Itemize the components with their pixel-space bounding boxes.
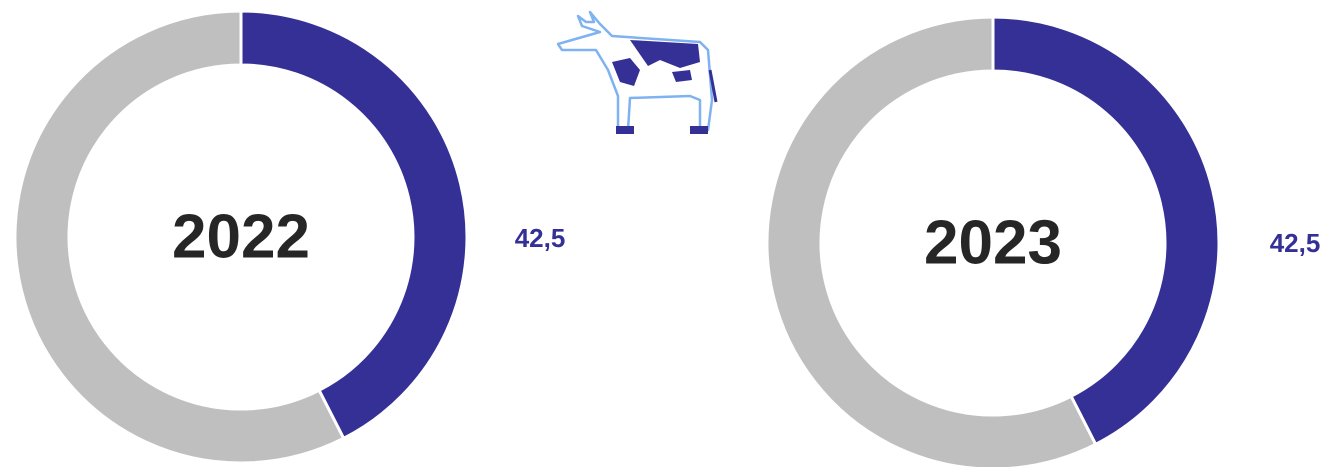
center-title: 2023 [924, 208, 1062, 277]
donut-segment [765, 15, 1098, 467]
cow-icon [556, 10, 718, 134]
value-label: 42,5 [515, 223, 566, 253]
center-title: 2022 [172, 202, 310, 271]
donut-segment [13, 9, 346, 465]
donut-segment [239, 9, 469, 441]
donut-segment [991, 15, 1221, 447]
value-label: 42,5 [1270, 228, 1321, 258]
